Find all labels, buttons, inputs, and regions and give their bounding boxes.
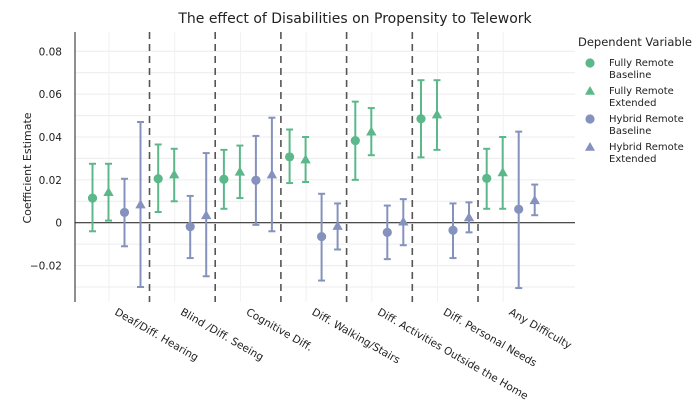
point-marker: [219, 174, 229, 184]
axes: [74, 32, 575, 302]
legend-label: Hybrid Remote: [609, 142, 684, 153]
legend-label: Extended: [609, 98, 657, 109]
point-marker: [529, 195, 540, 205]
legend-marker: [585, 142, 595, 151]
point-marker: [300, 154, 311, 164]
point-marker: [103, 186, 114, 196]
point-marker: [366, 126, 377, 136]
series-1: [103, 79, 508, 222]
point-marker: [431, 109, 443, 119]
legend-label: Baseline: [609, 126, 651, 137]
point-marker: [185, 221, 195, 232]
legend-marker: [585, 58, 595, 68]
legend-label: Fully Remote: [609, 86, 674, 97]
point-marker: [119, 207, 130, 218]
data-series: [87, 79, 540, 290]
point-marker: [234, 166, 246, 176]
point-marker: [332, 220, 343, 230]
y-tick-label: 0.02: [39, 175, 62, 187]
point-marker: [350, 136, 360, 146]
legend-label: Baseline: [609, 70, 651, 81]
legend-label: Extended: [609, 154, 657, 165]
legend-label: Fully Remote: [609, 58, 674, 69]
point-marker: [153, 174, 163, 184]
legend-label: Hybrid Remote: [609, 114, 684, 125]
point-marker: [398, 216, 409, 226]
point-marker: [201, 210, 212, 220]
point-marker: [87, 193, 98, 203]
point-marker: [169, 169, 180, 179]
point-marker: [497, 167, 508, 177]
point-marker: [285, 152, 295, 162]
y-tick-label: 0.04: [39, 132, 63, 144]
point-marker: [251, 175, 261, 185]
legend-marker: [585, 86, 595, 95]
chart-title: The effect of Disabilities on Propensity…: [177, 11, 532, 27]
y-axis-label: Coefficient Estimate: [21, 112, 34, 223]
point-marker: [482, 173, 492, 183]
series-0: [87, 79, 492, 233]
point-marker: [416, 114, 426, 124]
category-separators: [148, 32, 479, 302]
x-category-label: Any Difficulty: [507, 306, 574, 352]
point-marker: [266, 169, 278, 179]
y-tick-label: 0.06: [39, 89, 63, 101]
point-marker: [135, 199, 146, 209]
y-tick-label: 0: [55, 218, 62, 230]
legend: Dependent Variable Fully RemoteBaselineF…: [578, 35, 692, 165]
point-marker: [382, 227, 392, 237]
series-3: [135, 116, 540, 288]
point-marker: [514, 204, 524, 214]
y-tick-labels: −0.02 0 0.02 0.04 0.06 0.08: [30, 46, 62, 272]
point-marker: [448, 225, 458, 235]
y-tick-label: 0.08: [39, 46, 62, 58]
y-tick-label: −0.02: [30, 261, 62, 273]
point-marker: [463, 212, 475, 222]
point-marker: [317, 232, 327, 242]
legend-title: Dependent Variable: [578, 35, 692, 49]
series-2: [119, 130, 524, 290]
legend-marker: [585, 114, 595, 124]
